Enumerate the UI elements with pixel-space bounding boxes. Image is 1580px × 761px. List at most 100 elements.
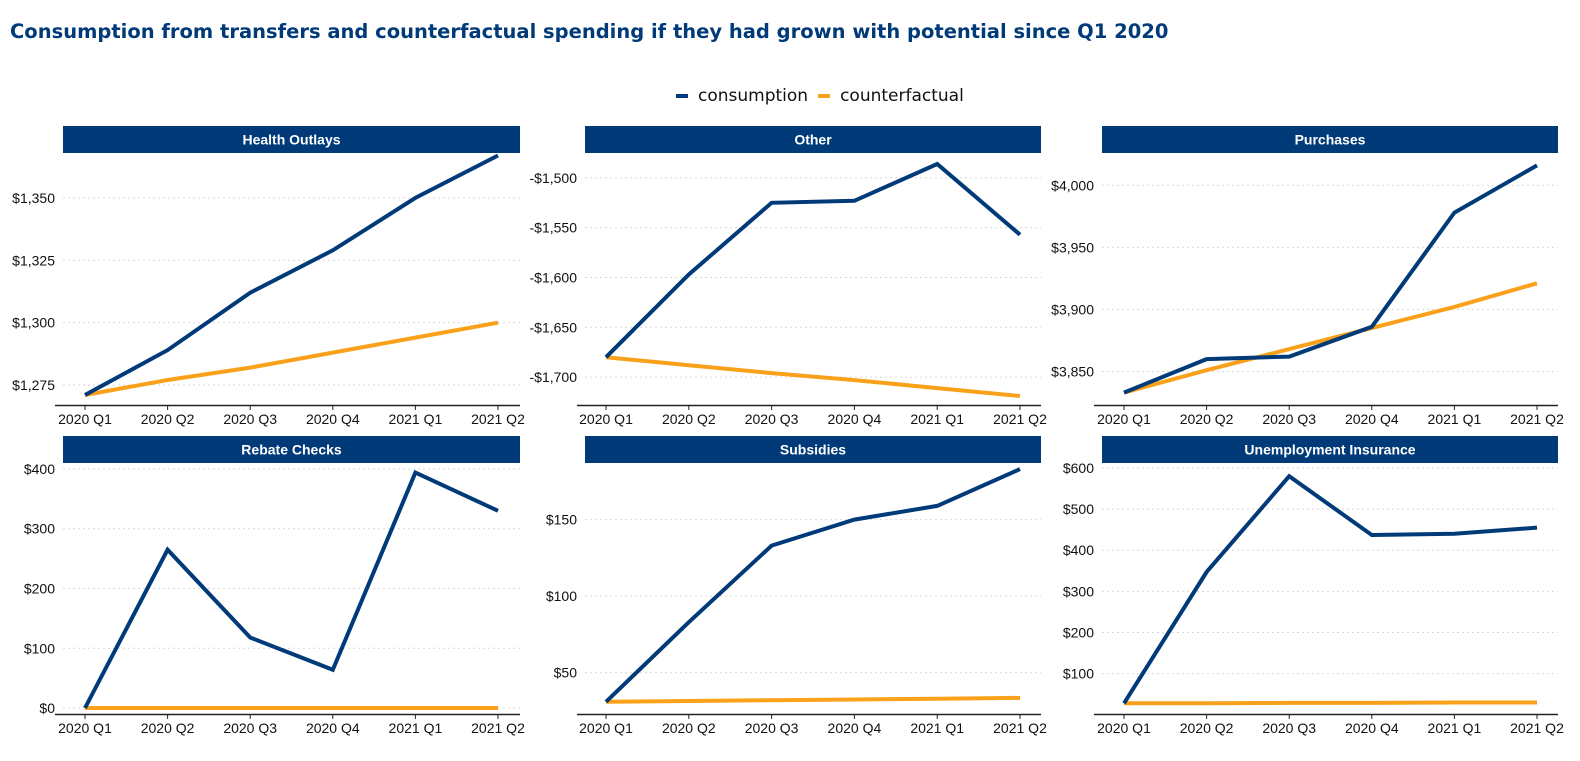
y-tick-label: $1,325	[12, 252, 55, 268]
panel-title-purchases: Purchases	[1295, 132, 1366, 148]
x-tick-label: 2020 Q1	[1097, 411, 1151, 427]
panel-header-purchases	[1102, 126, 1558, 153]
panel-other: Other -$1,700 -$1,650 -$1,600 -$1,550 -$1,500…	[530, 126, 1047, 427]
x-tick-label: 2021 Q1	[910, 411, 964, 427]
x-tick-label: 2021 Q2	[1510, 720, 1564, 736]
y-tick-label: -$1,500	[530, 170, 578, 186]
x-tick-label: 2021 Q1	[910, 720, 964, 736]
panel-header-rebate-checks	[63, 436, 520, 463]
x-tick-label: 2020 Q1	[579, 720, 633, 736]
x-tick-label: 2020 Q4	[1345, 720, 1399, 736]
y-tick-label: $100	[546, 588, 577, 604]
x-tick-label: 2020 Q1	[1097, 720, 1151, 736]
y-tick-label: $150	[546, 512, 577, 528]
legend-label-counterfactual: counterfactual	[840, 86, 964, 106]
y-tick-label: -$1,600	[530, 270, 578, 286]
y-tick-label: -$1,550	[530, 220, 578, 236]
panel-title-rebate-checks: Rebate Checks	[241, 442, 342, 458]
x-tick-label: 2020 Q3	[1262, 411, 1316, 427]
panel-health-outlays: Health Outlays $1,275 $1,300 $1,325 $1,350 20…	[12, 126, 525, 427]
x-tick-label: 2020 Q2	[141, 720, 195, 736]
x-tick-label: 2020 Q3	[223, 720, 277, 736]
x-tick-label: 2021 Q1	[1428, 720, 1482, 736]
x-tick-label: 2020 Q3	[745, 720, 799, 736]
panel-title-subsidies: Subsidies	[780, 442, 846, 458]
x-tick-label: 2020 Q1	[58, 720, 112, 736]
series-line-counterfactual	[605, 695, 1021, 704]
x-tick-label: 2021 Q1	[389, 720, 443, 736]
x-tick-label: 2021 Q2	[993, 720, 1047, 736]
y-tick-label: $1,350	[12, 190, 55, 206]
series-line-consumption	[83, 469, 499, 709]
series-line-counterfactual	[84, 320, 499, 397]
series-line-consumption	[84, 153, 499, 397]
x-tick-label: 2020 Q4	[1345, 411, 1399, 427]
x-tick-label: 2021 Q1	[1428, 411, 1482, 427]
y-tick-label: $300	[24, 521, 55, 537]
series-line-consumption	[604, 467, 1021, 704]
panel-title-unemployment-insurance: Unemployment Insurance	[1244, 442, 1415, 458]
x-tick-label: 2020 Q1	[58, 411, 112, 427]
panel-header-unemployment-insurance	[1102, 436, 1558, 463]
x-tick-label: 2020 Q2	[1180, 720, 1234, 736]
y-tick-label: $100	[24, 640, 55, 656]
page-title: Consumption from transfers and counterfa…	[10, 20, 1169, 43]
legend-item-consumption: consumption	[676, 86, 808, 106]
panel-rebate-checks: Rebate Checks $0 $100 $200 $300 $400 2020 Q1 20…	[24, 436, 525, 736]
x-tick-label: 2020 Q2	[662, 720, 716, 736]
series-line-counterfactual	[1123, 281, 1538, 395]
series-line-counterfactual	[1124, 700, 1537, 706]
y-tick-label: $3,950	[1051, 239, 1094, 255]
x-tick-label: 2021 Q2	[993, 411, 1047, 427]
x-tick-label: 2021 Q2	[471, 720, 525, 736]
x-tick-label: 2020 Q3	[745, 411, 799, 427]
panel-unemployment-insurance: Unemployment Insurance $100 $200 $300 $400 $5…	[1063, 436, 1564, 736]
x-tick-label: 2020 Q3	[223, 411, 277, 427]
series-line-consumption	[1123, 163, 1538, 395]
legend-swatch-counterfactual	[818, 94, 831, 98]
legend-swatch-consumption	[676, 94, 688, 98]
y-tick-label: $200	[24, 581, 55, 597]
panel-purchases: Purchases $3,850 $3,900 $3,950 $4,000 2020 Q1…	[1051, 126, 1564, 427]
y-tick-label: $0	[39, 700, 55, 716]
y-tick-label: $1,300	[12, 315, 55, 331]
panel-title-other: Other	[794, 132, 832, 148]
y-tick-label: $50	[554, 665, 578, 681]
series-line-consumption	[604, 161, 1022, 359]
y-tick-label: $200	[1063, 625, 1094, 641]
panel-subsidies: Subsidies $50 $100 $150 2020 Q1 2020 Q2 2020 Q…	[546, 436, 1047, 736]
y-tick-label: $600	[1063, 460, 1094, 476]
y-tick-label: $400	[1063, 542, 1094, 558]
y-tick-label: $4,000	[1051, 177, 1094, 193]
panel-header-health-outlays	[63, 126, 520, 153]
legend: consumption counterfactual	[676, 84, 974, 108]
y-tick-label: $1,275	[12, 377, 55, 393]
y-tick-label: -$1,700	[530, 369, 578, 385]
x-tick-label: 2021 Q2	[1510, 411, 1564, 427]
y-tick-label: $400	[24, 461, 55, 477]
legend-item-counterfactual: counterfactual	[818, 86, 964, 106]
x-tick-label: 2021 Q2	[471, 411, 525, 427]
x-tick-label: 2020 Q4	[306, 720, 360, 736]
x-tick-label: 2020 Q3	[1262, 720, 1316, 736]
series-line-consumption	[1122, 473, 1538, 705]
y-tick-label: $300	[1063, 583, 1094, 599]
series-line-counterfactual	[605, 355, 1021, 398]
y-tick-label: $100	[1063, 666, 1094, 682]
legend-label-consumption: consumption	[698, 86, 809, 106]
x-tick-label: 2020 Q2	[662, 411, 716, 427]
panel-header-subsidies	[585, 436, 1041, 463]
y-tick-label: $500	[1063, 501, 1094, 517]
y-tick-label: -$1,650	[530, 319, 578, 335]
x-tick-label: 2020 Q2	[1180, 411, 1234, 427]
x-tick-label: 2020 Q4	[828, 720, 882, 736]
x-tick-label: 2020 Q4	[828, 411, 882, 427]
x-tick-label: 2020 Q2	[141, 411, 195, 427]
y-tick-label: $3,900	[1051, 301, 1094, 317]
x-tick-label: 2020 Q1	[579, 411, 633, 427]
panel-title-health-outlays: Health Outlays	[242, 132, 340, 148]
x-tick-label: 2021 Q1	[389, 411, 443, 427]
panel-header-other	[585, 126, 1041, 153]
y-tick-label: $3,850	[1051, 363, 1094, 379]
